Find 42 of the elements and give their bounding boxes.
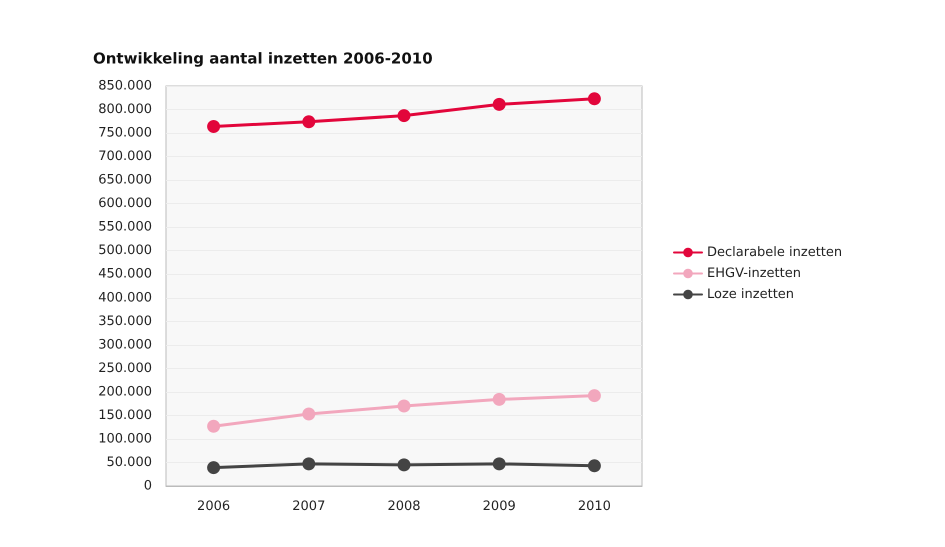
y-tick-label: 350.000 bbox=[98, 314, 152, 329]
y-tick-label: 500.000 bbox=[98, 243, 152, 258]
point bbox=[398, 400, 410, 412]
point bbox=[398, 109, 410, 122]
y-tick-label: 50.000 bbox=[106, 454, 152, 470]
point bbox=[302, 457, 316, 470]
y-tick-label: 200.000 bbox=[98, 384, 152, 400]
point bbox=[207, 120, 220, 133]
y-tick-label: 400.000 bbox=[98, 290, 152, 306]
y-tick-label: 600.000 bbox=[98, 196, 152, 212]
y-tick-label: 250.000 bbox=[98, 360, 152, 376]
y-tick-label: 650.000 bbox=[98, 172, 152, 188]
y-tick-label: 450.000 bbox=[98, 266, 152, 282]
x-tick-label: 2006 bbox=[197, 499, 230, 514]
chart-title: Ontwikkeling aantal inzetten 2006-2010 bbox=[93, 50, 433, 68]
y-tick-label: 850.000 bbox=[98, 78, 152, 94]
x-tick-label: 2008 bbox=[387, 499, 421, 514]
point bbox=[302, 408, 316, 420]
legend-label: Declarabele inzetten bbox=[707, 245, 842, 260]
y-tick-label: 100.000 bbox=[98, 431, 152, 446]
y-tick-label: 0 bbox=[144, 478, 152, 494]
point bbox=[207, 461, 220, 474]
point bbox=[302, 115, 316, 128]
y-tick-label: 150.000 bbox=[98, 408, 152, 423]
point bbox=[492, 457, 506, 470]
point bbox=[588, 389, 601, 402]
y-tick-label: 550.000 bbox=[98, 220, 152, 235]
y-tick-label: 750.000 bbox=[98, 126, 152, 141]
point bbox=[398, 458, 410, 472]
point bbox=[207, 420, 220, 433]
point bbox=[588, 459, 601, 472]
y-tick-label: 800.000 bbox=[98, 102, 152, 118]
legend-label: EHGV-inzetten bbox=[707, 266, 801, 281]
x-tick-label: 2010 bbox=[578, 499, 611, 514]
y-tick-label: 300.000 bbox=[98, 337, 152, 352]
point bbox=[492, 98, 506, 111]
x-tick-label: 2009 bbox=[482, 499, 516, 514]
y-tick-label: 700.000 bbox=[98, 149, 152, 164]
point bbox=[492, 392, 506, 406]
legend-label: Loze inzetten bbox=[707, 287, 794, 302]
point bbox=[588, 92, 601, 106]
x-tick-label: 2007 bbox=[292, 499, 326, 514]
